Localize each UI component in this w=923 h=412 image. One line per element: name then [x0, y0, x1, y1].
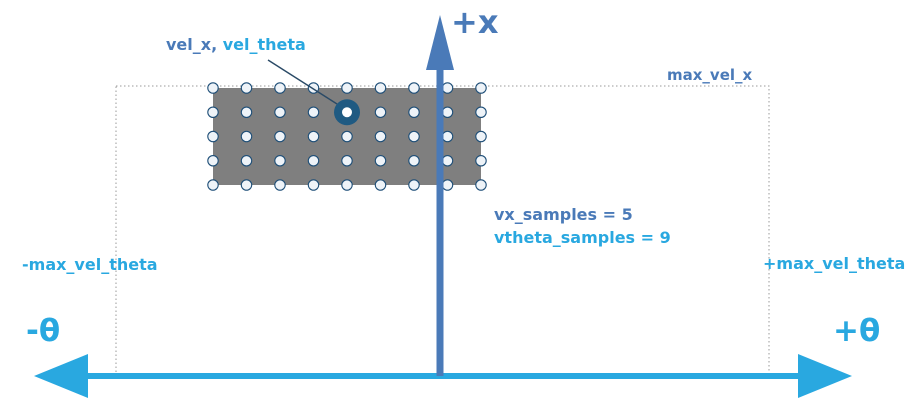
sample-dot — [374, 130, 387, 143]
sample-dot — [207, 130, 219, 143]
sample-dot — [341, 155, 353, 167]
sample-dot — [408, 179, 420, 191]
sample-dot — [207, 82, 219, 94]
sample-dot — [274, 155, 286, 167]
sample-dot — [207, 155, 219, 167]
sample-dot — [341, 179, 353, 191]
neg-max-vel-theta-label: -max_vel_theta — [22, 255, 158, 274]
pos-theta-label: +θ — [833, 313, 881, 349]
plus-x-label: +x — [451, 3, 499, 41]
sample-dot — [240, 155, 253, 167]
sample-dot — [274, 106, 286, 119]
sample-dot — [274, 130, 286, 143]
sample-dot — [274, 179, 286, 191]
sample-dot — [475, 106, 487, 119]
vel-x-label: vel_x, — [166, 35, 218, 54]
sample-dot — [408, 82, 420, 94]
sample-dot — [441, 130, 454, 143]
sample-dot — [240, 130, 253, 143]
vel-theta-label: vel_theta — [222, 35, 306, 54]
selected-sample-marker — [334, 99, 360, 126]
sample-dot — [207, 106, 219, 119]
sample-dot — [240, 82, 253, 94]
sample-dot — [374, 155, 387, 167]
sample-dot — [307, 155, 320, 167]
callout-leader-line — [267, 59, 338, 105]
sample-dot — [374, 82, 387, 94]
sample-dot — [341, 82, 353, 94]
sample-dot — [307, 106, 320, 119]
max-vel-x-label: max_vel_x — [667, 66, 753, 84]
vtheta-samples-label: vtheta_samples = 9 — [494, 228, 671, 247]
sample-dot — [274, 82, 286, 94]
sample-dot — [374, 106, 387, 119]
vel-callout-label: vel_x, vel_theta — [166, 37, 306, 53]
sample-dot — [475, 82, 487, 94]
sample-dot — [475, 179, 487, 191]
sample-dot — [207, 179, 219, 191]
sample-dot — [408, 130, 420, 143]
vx-samples-label: vx_samples = 5 — [494, 205, 633, 224]
sample-dot — [307, 130, 320, 143]
sample-dot — [240, 106, 253, 119]
pos-max-vel-theta-label: +max_vel_theta — [763, 254, 906, 273]
sample-dot — [441, 155, 454, 167]
sample-dot — [475, 155, 487, 167]
sample-dot — [441, 82, 454, 94]
sample-dot — [240, 179, 253, 191]
sample-grid — [207, 82, 487, 191]
sample-dot — [341, 130, 353, 143]
sample-dot — [307, 179, 320, 191]
sample-dot — [408, 155, 420, 167]
sample-dot — [408, 106, 420, 119]
sample-dot — [441, 179, 454, 191]
sample-dot — [374, 179, 387, 191]
neg-theta-label: -θ — [26, 313, 61, 349]
sample-dot — [475, 130, 487, 143]
x-axis-arrow — [426, 15, 454, 376]
sample-dot — [441, 106, 454, 119]
